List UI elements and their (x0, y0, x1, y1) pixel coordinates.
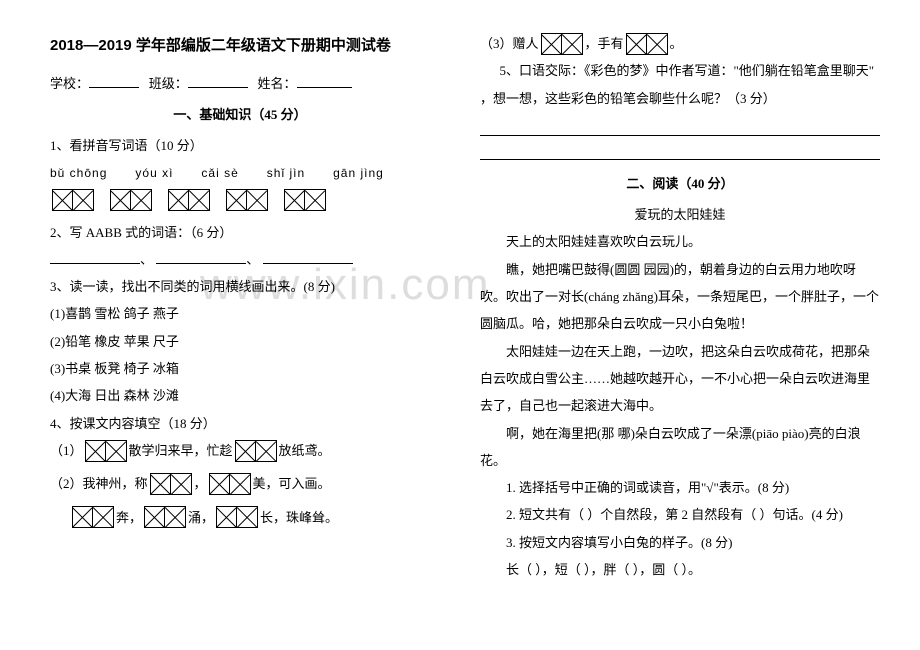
name-blank (297, 75, 352, 88)
grid (209, 473, 251, 495)
pinyin-row: bǔ chōng yóu xì cǎi sè shǐ jìn gān jìng (50, 161, 430, 186)
q4-3a: 奔， (116, 504, 142, 531)
right-column: （3）赠人 ，手有 。 5、口语交际：《彩色的梦》中作者写道："他们躺在铅笔盒里… (460, 0, 920, 650)
grid (52, 189, 94, 211)
q4-4a: （3）赠人 (480, 30, 539, 57)
para-2: 瞧，她把嘴巴鼓得(圆圆 园园)的，朝着身边的白云用力地吹呀吹。吹出了一对长(ch… (480, 256, 880, 338)
q4-1c: 放纸鸢。 (279, 437, 331, 464)
grid (110, 189, 152, 211)
grid (144, 506, 186, 528)
q4-line-2: （2）我神州，称 ， 美，可入画。 (50, 470, 331, 497)
section2-heading: 二、阅读（40 分） (480, 170, 880, 197)
q2-label: 2、写 AABB 式的词语：（6 分） (50, 219, 430, 246)
school-label: 学校： (50, 76, 89, 91)
grid (216, 506, 258, 528)
para-4: 啊，她在海里把(那 哪)朵白云吹成了一朵漂(piāo piào)亮的白浪花。 (480, 420, 880, 475)
q2-blanks: 、 、 (50, 246, 430, 273)
q3-item-4: (4)大海 日出 森林 沙滩 (50, 382, 430, 409)
reading-q2: 2. 短文共有（ ）个自然段，第 2 自然段有（ ）句话。(4 分) (480, 501, 880, 528)
pinyin-4: shǐ jìn (267, 161, 305, 186)
grid-row-1 (50, 189, 430, 211)
story-title: 爱玩的太阳娃娃 (480, 201, 880, 228)
pinyin-5: gān jìng (333, 161, 384, 186)
q3-label: 3、读一读，找出不同类的词用横线画出来。(8 分) (50, 273, 430, 300)
reading-q3: 3. 按短文内容填写小白兔的样子。(8 分) (480, 529, 880, 556)
q4-2b: ， (194, 470, 207, 497)
q4-label: 4、按课文内容填空（18 分） (50, 410, 430, 437)
q4-3b: 涌， (188, 504, 214, 531)
q4-2a: （2）我神州，称 (50, 470, 148, 497)
q4-3c: 长，珠峰耸。 (260, 504, 338, 531)
q4-1a: （1） (50, 437, 83, 464)
para-1: 天上的太阳娃娃喜欢吹白云玩儿。 (480, 228, 880, 255)
q5-label: 5、口语交际：《彩色的梦》中作者写道："他们躺在铅笔盒里聊天" (480, 57, 880, 84)
grid (226, 189, 268, 211)
para-3: 太阳娃娃一边在天上跑，一边吹，把这朵白云吹成荷花，把那朵白云吹成白雪公主……她越… (480, 338, 880, 420)
grid (235, 440, 277, 462)
section1-heading: 一、基础知识（45 分） (50, 101, 430, 128)
grid (626, 33, 668, 55)
answer-line-1 (480, 118, 880, 136)
name-label: 姓名： (258, 76, 297, 91)
grid (85, 440, 127, 462)
q4-line-1: （1） 散学归来早，忙趁 放纸鸢。 (50, 437, 331, 464)
student-info: 学校： 班级： 姓名： (50, 70, 430, 97)
grid (72, 506, 114, 528)
q4-4b: ，手有 (585, 30, 624, 57)
reading-q1: 1. 选择括号中正确的词或读音，用"√"表示。(8 分) (480, 474, 880, 501)
q4-line-3: 奔， 涌， 长，珠峰耸。 (70, 504, 338, 531)
q3-item-1: (1)喜鹊 雪松 鸽子 燕子 (50, 300, 430, 327)
q4-line-4: （3）赠人 ，手有 。 (480, 30, 683, 57)
q5-label-b: ，想一想，这些彩色的铅笔会聊些什么呢？（3 分） (480, 85, 880, 112)
q4-2c: 美，可入画。 (253, 470, 331, 497)
answer-line-2 (480, 142, 880, 160)
q3-item-2: (2)铅笔 橡皮 苹果 尺子 (50, 328, 430, 355)
class-blank (188, 75, 248, 88)
q3-item-3: (3)书桌 板凳 椅子 冰箱 (50, 355, 430, 382)
left-column: 2018—2019 学年部编版二年级语文下册期中测试卷 学校： 班级： 姓名： … (0, 0, 460, 650)
q1-label: 1、看拼音写词语（10 分） (50, 132, 430, 159)
grid (541, 33, 583, 55)
grid (284, 189, 326, 211)
reading-q4: 长（ ），短（ ），胖（ ），圆（ ）。 (480, 556, 880, 583)
pinyin-3: cǎi sè (201, 161, 238, 186)
pinyin-1: bǔ chōng (50, 161, 107, 186)
grid (150, 473, 192, 495)
page: 2018—2019 学年部编版二年级语文下册期中测试卷 学校： 班级： 姓名： … (0, 0, 920, 650)
q4-4c: 。 (670, 30, 683, 57)
school-blank (89, 75, 139, 88)
class-label: 班级： (149, 76, 188, 91)
exam-title: 2018—2019 学年部编版二年级语文下册期中测试卷 (50, 30, 430, 62)
q4-1b: 散学归来早，忙趁 (129, 437, 233, 464)
grid (168, 189, 210, 211)
pinyin-2: yóu xì (135, 161, 173, 186)
